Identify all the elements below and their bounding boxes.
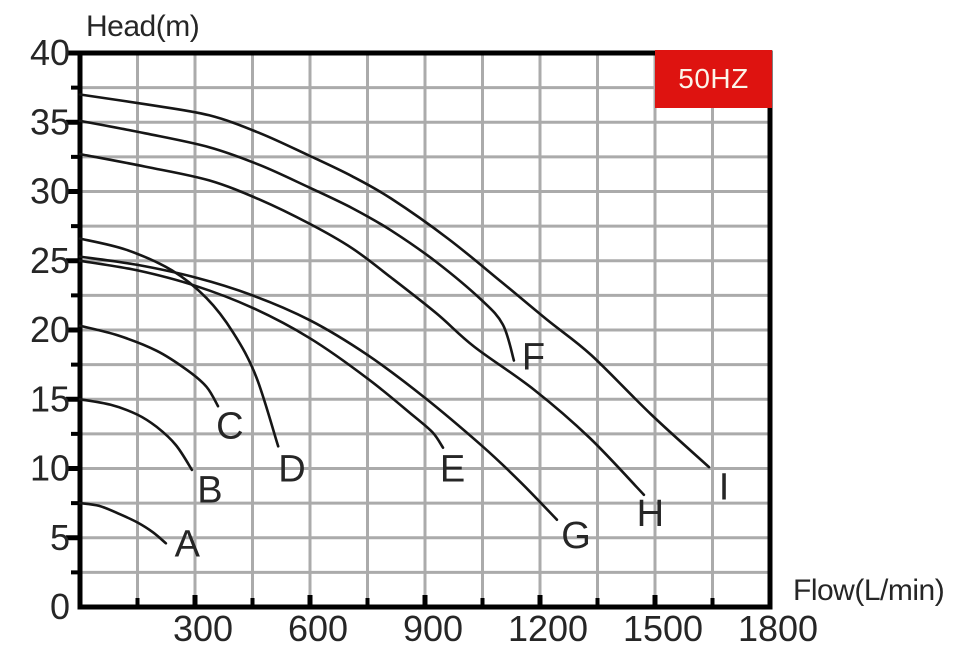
y-tick-label: 40	[30, 32, 70, 73]
curve-label-D: D	[278, 449, 305, 491]
curve-I	[78, 93, 711, 469]
y-tick-label: 0	[50, 586, 70, 627]
curve-label-F: F	[522, 336, 545, 378]
y-tick-label: 10	[30, 448, 70, 489]
curve-B	[78, 398, 194, 472]
curve-G	[78, 255, 559, 521]
curve-H	[78, 152, 646, 497]
curve-label-A: A	[175, 523, 201, 565]
frequency-badge: 50HZ	[655, 50, 772, 108]
curve-label-C: C	[216, 406, 243, 448]
x-tick-label: 900	[403, 608, 463, 649]
y-axis-title: Head(m)	[86, 10, 200, 43]
x-tick-label: 1800	[738, 608, 818, 649]
y-tick-label: 20	[30, 309, 70, 350]
x-tick-label: 300	[173, 608, 233, 649]
curve-E	[78, 259, 445, 449]
curve-D	[78, 237, 280, 448]
curve-label-B: B	[197, 469, 222, 511]
curve-label-H: H	[637, 493, 664, 535]
curve-label-E: E	[440, 449, 465, 491]
y-tick-label: 35	[30, 101, 70, 142]
curve-C	[78, 324, 220, 408]
x-tick-label: 600	[288, 608, 348, 649]
x-tick-label: 1500	[623, 608, 703, 649]
curve-label-G: G	[561, 515, 591, 557]
curve-A	[78, 501, 168, 545]
x-tick-label: 1200	[508, 608, 588, 649]
y-tick-label: 15	[30, 378, 70, 419]
curve-label-I: I	[719, 467, 730, 509]
y-tick-label: 5	[50, 517, 70, 558]
curve-F	[78, 119, 516, 362]
x-axis-title: Flow(L/min)	[793, 574, 945, 607]
y-tick-label: 25	[30, 240, 70, 281]
y-tick-label: 30	[30, 171, 70, 212]
